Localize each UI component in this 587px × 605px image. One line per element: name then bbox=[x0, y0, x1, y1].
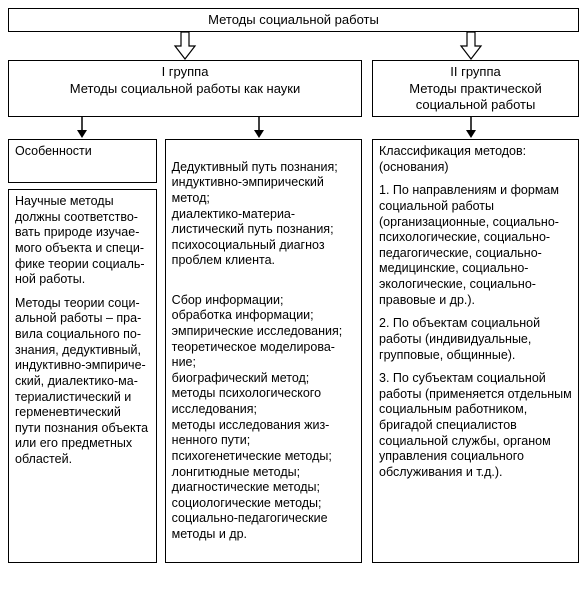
group1-col1-header: Особенности bbox=[15, 144, 92, 158]
group1-col2: Дедуктивный путь познания; индуктивно-эм… bbox=[165, 139, 362, 563]
group1-title-box: I группа Методы социальной работы как на… bbox=[8, 60, 362, 117]
root-title-box: Методы социальной работы bbox=[8, 8, 579, 32]
group1-col2-body-box: Дедуктивный путь познания; индуктивно-эм… bbox=[165, 139, 362, 563]
group2-title-line1: II группа bbox=[379, 64, 572, 80]
group1-col1-header-box: Особенности bbox=[8, 139, 157, 183]
group1-columns: Особенности Научные методы должны соотве… bbox=[8, 139, 362, 563]
group-titles-row: I группа Методы социальной работы как на… bbox=[8, 60, 579, 117]
root-title: Методы социальной работы bbox=[208, 12, 379, 27]
solid-arrow-icon bbox=[464, 117, 478, 139]
solid-arrow-icon bbox=[75, 117, 89, 139]
root-connectors bbox=[8, 32, 579, 60]
solid-arrow-icon bbox=[252, 117, 266, 139]
group2-body-p3: 3. По субъектам социаль­ной работы (прим… bbox=[379, 371, 572, 480]
group1-col2-body-p1: Дедуктивный путь познания; индуктивно-эм… bbox=[172, 160, 355, 269]
group1-col1-body-p1: Научные методы должны соответство­вать п… bbox=[15, 194, 150, 288]
hollow-arrow-icon bbox=[457, 32, 485, 60]
group2-column: Классификация методов: (основания) 1. По… bbox=[372, 139, 579, 563]
group1-title-line2: Методы социальной работы как науки bbox=[15, 81, 355, 97]
group2-title-box: II группа Методы практической социальной… bbox=[372, 60, 579, 117]
group2-body-header: Классификация методов: (основания) bbox=[379, 144, 572, 175]
group2-body-box: Классификация методов: (основания) 1. По… bbox=[372, 139, 579, 563]
hollow-arrow-icon bbox=[171, 32, 199, 60]
group1-col1: Особенности Научные методы должны соотве… bbox=[8, 139, 157, 563]
group2-body-p2: 2. По объектам социаль­ной работы (индив… bbox=[379, 316, 572, 363]
group2-body-p1: 1. По направлениям и формам социальной р… bbox=[379, 183, 572, 308]
group1-col1-body-box: Научные методы должны соответство­вать п… bbox=[8, 189, 157, 563]
sub-arrows-row bbox=[8, 117, 579, 139]
group2-title-line2: Методы практической социальной работы bbox=[379, 81, 572, 114]
group1-title-line1: I группа bbox=[15, 64, 355, 80]
body-row: Особенности Научные методы должны соотве… bbox=[8, 139, 579, 563]
group1-col1-body-p2: Методы теории соци­альной работы – пра­в… bbox=[15, 296, 150, 468]
group1-col2-body-p2: Сбор информации; обработка информации; э… bbox=[172, 293, 355, 543]
